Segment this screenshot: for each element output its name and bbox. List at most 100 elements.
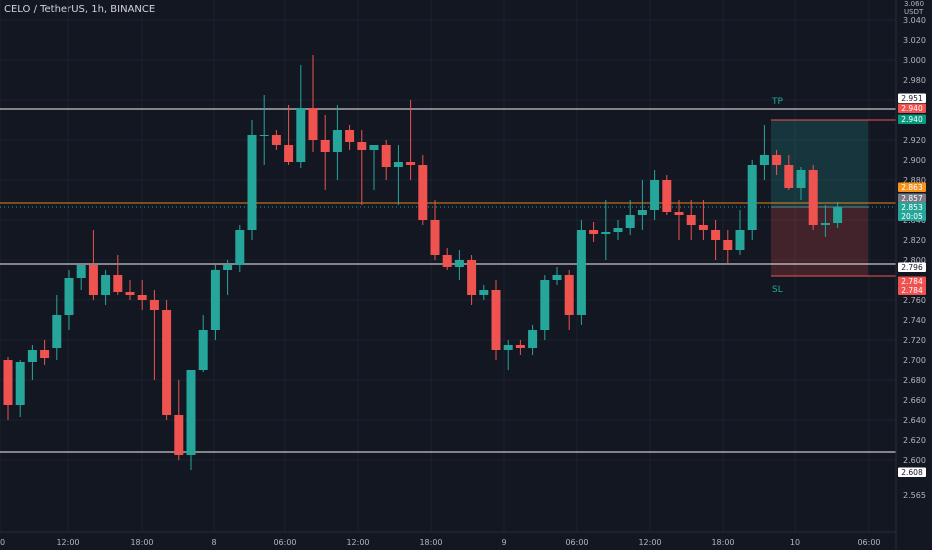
candle-body [259,135,269,136]
price-badge [898,193,926,203]
candle-body [137,295,147,300]
y-tick-label: 2.820 [903,236,926,245]
y-tick-label: 2.740 [903,316,926,325]
candle-body [223,265,233,270]
candle-body [540,280,550,330]
candle-body [296,108,306,162]
y-tick-label: 2.920 [903,136,926,145]
candle-body [784,165,794,188]
y-tick-label: 2.680 [903,376,926,385]
candle-body [15,362,25,405]
y-tick-label: 2.900 [903,156,926,165]
candle-body [662,180,672,212]
candle-body [88,265,98,295]
axis-top-price: 3.060 [904,0,925,8]
y-tick-label: 3.040 [903,16,926,25]
candle-body [454,260,464,267]
price-badge [898,211,926,221]
candle-body [552,275,562,280]
candle-body [101,275,111,295]
y-tick-label: 2.640 [903,416,926,425]
candle-body [332,130,342,152]
candle-body [808,170,818,225]
candle-body [369,145,379,150]
candle-body [820,223,830,225]
candle-body [515,345,525,348]
y-tick-label: 3.020 [903,36,926,45]
candle-body [735,230,745,250]
y-tick-label: 2.660 [903,396,926,405]
candle-body [271,135,281,145]
price-badge [898,276,926,286]
price-badge-text: 2.940 [901,104,923,113]
candle-body [52,315,62,348]
candle-body [711,230,721,240]
x-tick-label: 12:00 [638,538,661,547]
candle-body [747,165,757,230]
axis-currency-label: USDT [904,8,924,16]
candle-body [162,310,172,415]
candle-body [198,330,208,370]
candle-body [698,225,708,230]
candle-body [345,130,355,142]
price-badge [898,103,926,113]
candle-body [40,350,50,358]
y-tick-label: 3.000 [903,56,926,65]
candle-body [186,370,196,455]
candle-body [503,345,513,350]
candle-body [381,145,391,167]
y-tick-label: 2.720 [903,336,926,345]
x-tick-label: 18:00 [711,538,734,547]
sl-label: SL [772,285,783,295]
price-badge-text: 2.857 [901,194,923,203]
y-tick-label: 2.760 [903,296,926,305]
candle-body [467,260,477,295]
candle-body [650,180,660,210]
candle-body [759,155,769,165]
x-tick-label: 12:00 [346,538,369,547]
price-badge [898,182,926,192]
x-tick-label: 06:00 [273,538,296,547]
price-badge-text: 20:05 [901,212,923,221]
price-badge [898,467,926,477]
candle-body [3,360,13,405]
take-profit-zone [771,120,868,207]
price-badge-text: 2.784 [901,277,923,286]
candle-body [479,290,489,295]
candle-body [210,270,220,330]
x-tick-label: 18:00 [130,538,153,547]
candle-body [625,215,635,228]
candle-body [357,142,367,150]
x-tick-label: 8 [211,538,216,547]
candle-body [674,212,684,215]
tp-label: TP [771,97,783,107]
price-axis-currency: 3.060 USDT [904,0,924,16]
stop-loss-zone [771,207,868,276]
x-tick-label: 06:00 [565,538,588,547]
candle-body [113,275,123,292]
candle-body [613,228,623,232]
y-tick-label: 2.565 [903,491,926,500]
x-tick-label: 10 [790,538,800,547]
candle-body [589,230,599,234]
y-tick-label: 2.700 [903,356,926,365]
candle-body [320,140,330,152]
x-tick-label: 12:00 [56,538,79,547]
candle-body [149,300,159,310]
candle-body [406,162,416,165]
candle-body [174,415,184,455]
x-tick-label: 06:00 [857,538,880,547]
price-badge-text: 2.608 [901,468,923,477]
candle-body [284,145,294,162]
candle-body [308,108,318,140]
candle-body [64,278,74,315]
candle-body [491,290,501,350]
candle-body [235,230,245,265]
y-tick-label: 2.600 [903,456,926,465]
price-badge-text: 2.940 [901,115,923,124]
candle-body [418,165,428,220]
candle-body [430,220,440,255]
candle-body [393,162,403,167]
